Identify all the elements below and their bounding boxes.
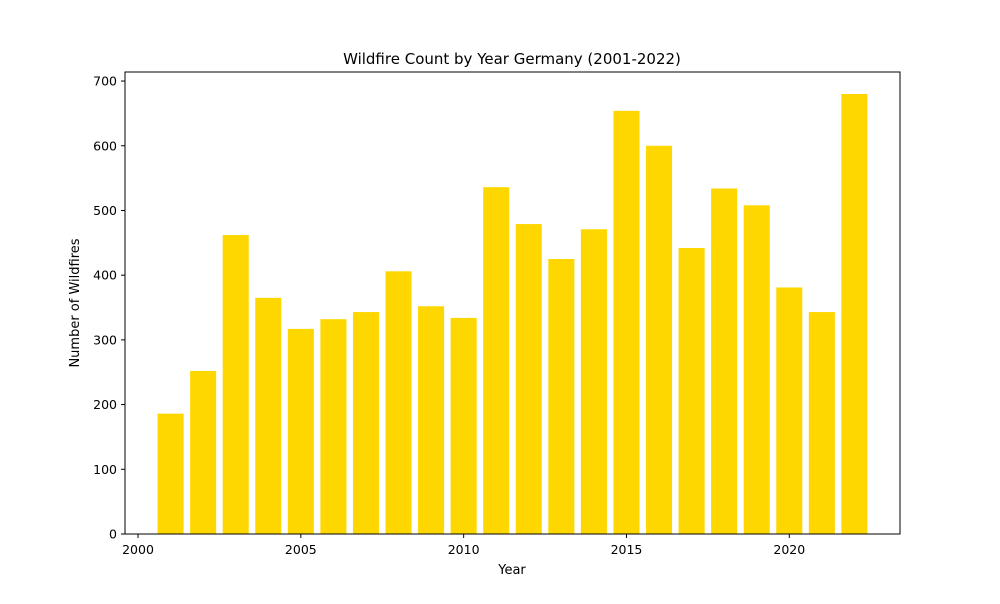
bar-2015 (613, 110, 640, 534)
y-tick-label: 700 (93, 74, 117, 89)
bar-2014 (580, 229, 607, 534)
bar-2012 (515, 224, 542, 534)
y-tick-label: 500 (93, 203, 117, 218)
y-tick-label: 0 (109, 527, 117, 542)
x-tick-label: 2015 (611, 542, 643, 557)
bar-2011 (483, 187, 510, 535)
x-axis-ticks: 2000 2005 2010 2015 2020 (122, 534, 805, 557)
bar-2016 (646, 145, 673, 534)
bar-2005 (287, 328, 314, 534)
bar-2006 (320, 319, 347, 534)
x-tick-label: 2010 (448, 542, 480, 557)
bar-2010 (450, 317, 477, 534)
bar-2009 (418, 306, 445, 534)
plot-area-frame (124, 71, 901, 535)
bars-group (157, 94, 868, 535)
bar-2013 (548, 259, 575, 534)
y-tick-label: 200 (93, 397, 117, 412)
bar-2007 (352, 312, 379, 534)
bar-2004 (255, 297, 282, 534)
bar-2020 (776, 287, 803, 534)
bar-2019 (743, 205, 770, 534)
bar-2001 (157, 413, 184, 534)
x-tick-label: 2005 (285, 542, 317, 557)
y-tick-label: 100 (93, 462, 117, 477)
bar-2008 (385, 271, 412, 534)
y-tick-label: 600 (93, 138, 117, 153)
y-tick-label: 400 (93, 268, 117, 283)
y-axis-label: Number of Wildfires (68, 238, 83, 367)
bar-2021 (808, 312, 835, 534)
bar-2017 (678, 248, 705, 534)
y-tick-label: 300 (93, 332, 117, 347)
bar-2018 (711, 188, 738, 534)
chart-title: Wildfire Count by Year Germany (2001-202… (343, 50, 681, 68)
x-axis-label: Year (497, 563, 526, 578)
bar-2002 (190, 370, 217, 534)
bar-2022 (841, 94, 868, 534)
x-tick-label: 2000 (122, 542, 154, 557)
y-axis-ticks: 0 100 200 300 400 500 600 700 (93, 74, 125, 542)
bar-2003 (222, 235, 249, 534)
x-tick-label: 2020 (773, 542, 805, 557)
